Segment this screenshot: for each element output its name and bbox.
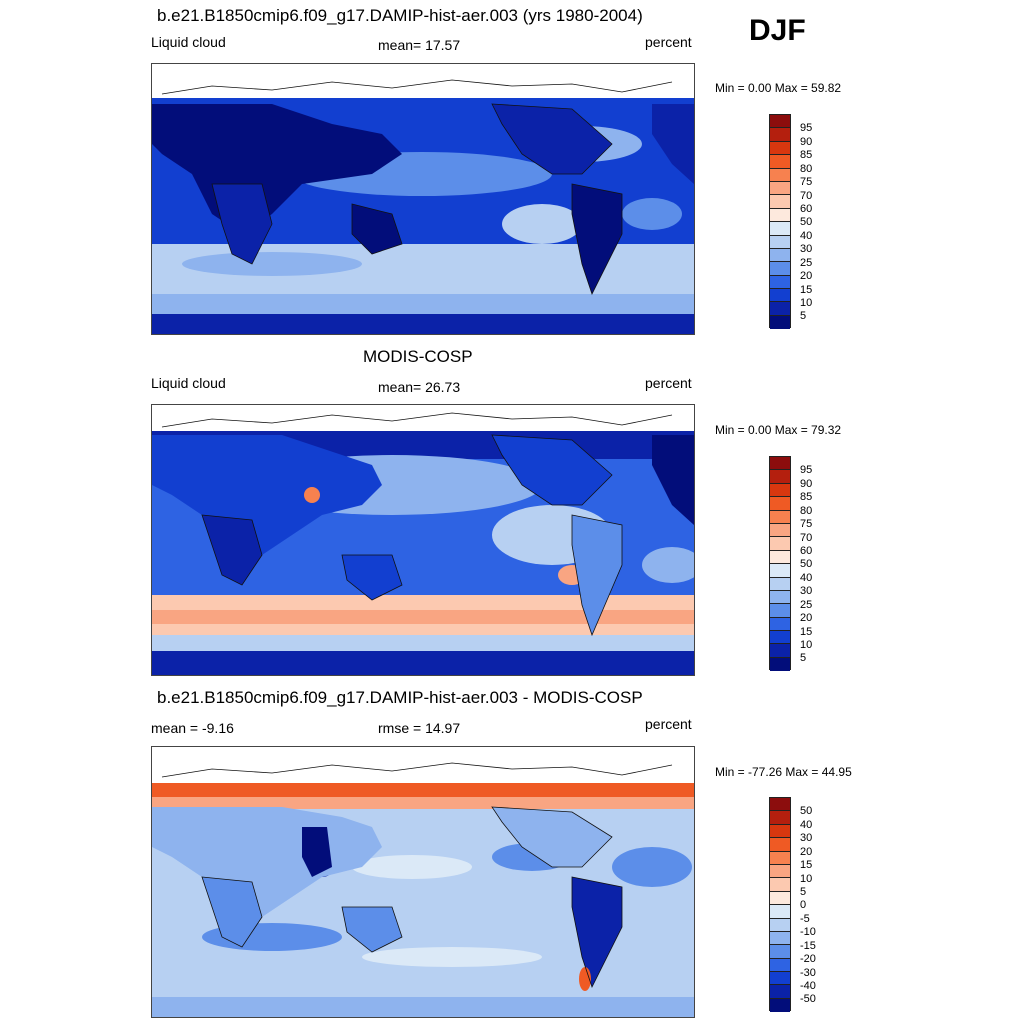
panel2-minmax-label: Min = 0.00 Max = 79.32 [715, 423, 842, 437]
colorbar-tick: 15 [800, 859, 813, 871]
panel1-mean-label: mean= 17.57 [378, 37, 461, 53]
colorbar-tick: 70 [800, 532, 813, 544]
colorbar-tick: 85 [800, 491, 813, 503]
colorbar-tick: -50 [800, 993, 816, 1005]
colorbar-tick: 5 [800, 652, 807, 664]
colorbar-tick: 75 [800, 518, 813, 530]
panel2-colorbar [769, 456, 791, 672]
colorbar-tick: 80 [800, 505, 813, 517]
colorbar-tick: 90 [800, 136, 813, 148]
colorbar-tick: -20 [800, 953, 816, 965]
colorbar-tick: 80 [800, 163, 813, 175]
panel1-minmax-label: Min = 0.00 Max = 59.82 [715, 81, 842, 95]
colorbar-tick: -15 [800, 940, 816, 952]
panel2-title: MODIS-COSP [363, 347, 473, 366]
colorbar-tick: 10 [800, 297, 813, 309]
colorbar-tick: 95 [800, 464, 813, 476]
colorbar-tick: 30 [800, 832, 813, 844]
colorbar-tick: -30 [800, 967, 816, 979]
colorbar-tick: 75 [800, 176, 813, 188]
panel3-minmax-label: Min = -77.26 Max = 44.95 [715, 765, 852, 779]
colorbar-tick: 20 [800, 270, 813, 282]
colorbar-tick: 40 [800, 819, 813, 831]
panel3-title: b.e21.B1850cmip6.f09_g17.DAMIP-hist-aer.… [157, 688, 643, 707]
colorbar-tick: 40 [800, 230, 813, 242]
panel3-mean-label: mean = -9.16 [151, 720, 234, 736]
colorbar-tick: 5 [800, 310, 807, 322]
panel1-colorbar [769, 114, 791, 330]
colorbar-tick: -40 [800, 980, 816, 992]
colorbar-tick: 20 [800, 612, 813, 624]
colorbar-tick: 85 [800, 149, 813, 161]
colorbar-tick: 0 [800, 899, 807, 911]
colorbar-tick: -5 [800, 913, 810, 925]
colorbar-tick: 25 [800, 599, 813, 611]
colorbar-tick: 30 [800, 243, 813, 255]
colorbar-tick: 15 [800, 284, 813, 296]
colorbar-tick: -10 [800, 926, 816, 938]
colorbar-tick: 10 [800, 873, 813, 885]
colorbar-tick: 90 [800, 478, 813, 490]
colorbar-tick: 50 [800, 805, 813, 817]
panel3-units-label: percent [645, 716, 692, 732]
panel1-variable-label: Liquid cloud [151, 34, 226, 50]
panel2-variable-label: Liquid cloud [151, 375, 226, 391]
colorbar-tick: 25 [800, 257, 813, 269]
colorbar-tick: 70 [800, 190, 813, 202]
panel1-units-label: percent [645, 34, 692, 50]
panel1-map [151, 63, 695, 335]
colorbar-tick: 60 [800, 203, 813, 215]
colorbar-tick: 15 [800, 626, 813, 638]
colorbar-tick: 50 [800, 216, 813, 228]
colorbar-tick: 40 [800, 572, 813, 584]
panel3-map [151, 746, 695, 1018]
panel1-title: b.e21.B1850cmip6.f09_g17.DAMIP-hist-aer.… [157, 6, 643, 25]
colorbar-tick: 5 [800, 886, 807, 898]
panel3-colorbar [769, 797, 791, 1013]
panel2-mean-label: mean= 26.73 [378, 379, 461, 395]
colorbar-tick: 10 [800, 639, 813, 651]
season-label: DJF [749, 14, 806, 47]
colorbar-tick: 20 [800, 846, 813, 858]
colorbar-tick: 50 [800, 558, 813, 570]
colorbar-tick: 30 [800, 585, 813, 597]
panel3-rmse-label: rmse = 14.97 [378, 720, 461, 736]
colorbar-tick: 60 [800, 545, 813, 557]
panel2-units-label: percent [645, 375, 692, 391]
panel2-map [151, 404, 695, 676]
colorbar-tick: 95 [800, 122, 813, 134]
